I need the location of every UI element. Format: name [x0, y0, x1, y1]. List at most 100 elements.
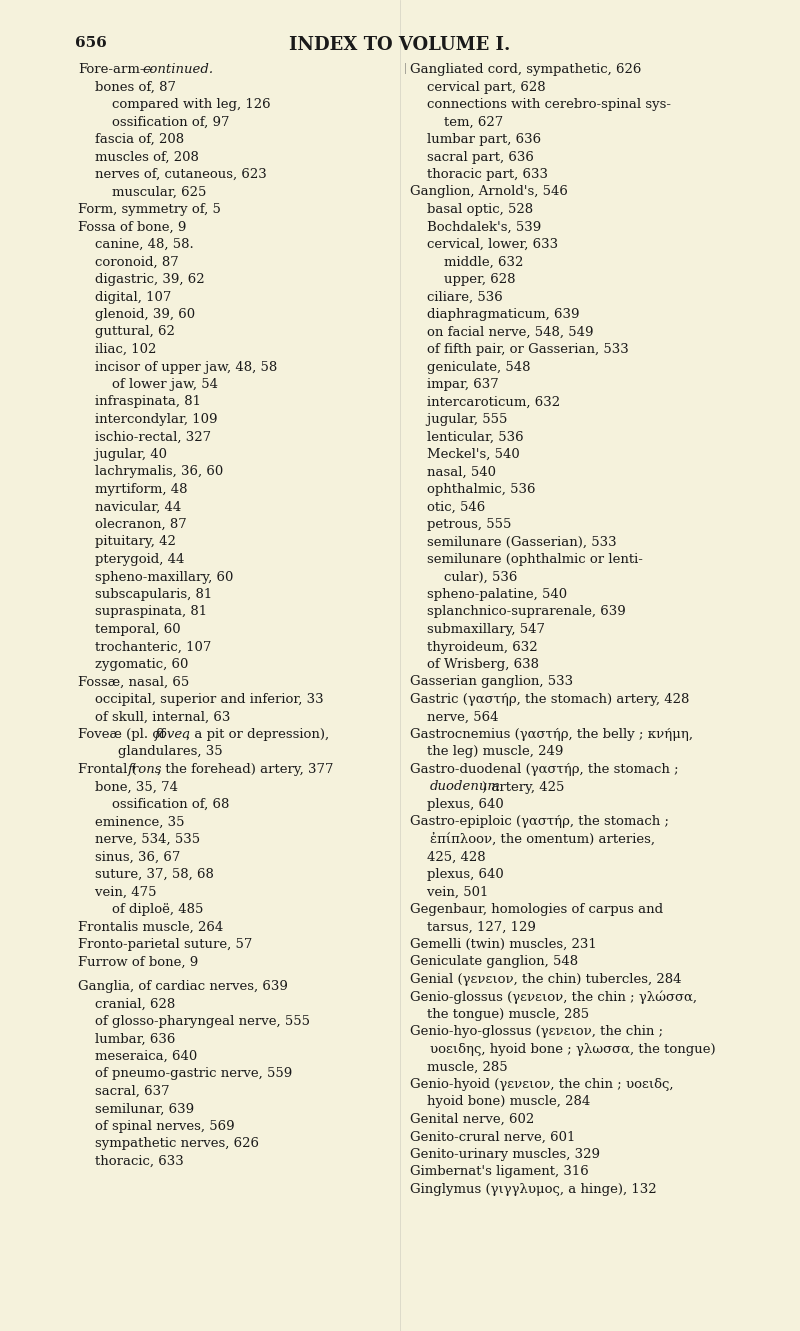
Text: connections with cerebro-spinal sys-: connections with cerebro-spinal sys- — [410, 98, 671, 110]
Text: nerve, 534, 535: nerve, 534, 535 — [78, 833, 200, 847]
Text: iliac, 102: iliac, 102 — [78, 343, 156, 355]
Text: Fossa of bone, 9: Fossa of bone, 9 — [78, 221, 186, 233]
Text: olecranon, 87: olecranon, 87 — [78, 518, 186, 531]
Text: Form, symmetry of, 5: Form, symmetry of, 5 — [78, 204, 221, 216]
Text: ) artery, 425: ) artery, 425 — [482, 780, 564, 793]
Text: fascia of, 208: fascia of, 208 — [78, 133, 184, 146]
Text: plexus, 640: plexus, 640 — [410, 799, 504, 811]
Text: muscular, 625: muscular, 625 — [78, 185, 206, 198]
Text: sympathetic nerves, 626: sympathetic nerves, 626 — [78, 1138, 259, 1150]
Text: Gegenbaur, homologies of carpus and: Gegenbaur, homologies of carpus and — [410, 902, 663, 916]
Text: Fossæ, nasal, 65: Fossæ, nasal, 65 — [78, 676, 190, 688]
Text: Meckel's, 540: Meckel's, 540 — [410, 449, 520, 461]
Text: bones of, 87: bones of, 87 — [78, 80, 176, 93]
Text: myrtiform, 48: myrtiform, 48 — [78, 483, 187, 496]
Text: Ganglion, Arnold's, 546: Ganglion, Arnold's, 546 — [410, 185, 568, 198]
Text: suture, 37, 58, 68: suture, 37, 58, 68 — [78, 868, 214, 881]
Text: muscles of, 208: muscles of, 208 — [78, 150, 199, 164]
Text: nerves of, cutaneous, 623: nerves of, cutaneous, 623 — [78, 168, 266, 181]
Text: Genito-urinary muscles, 329: Genito-urinary muscles, 329 — [410, 1149, 600, 1161]
Text: infraspinata, 81: infraspinata, 81 — [78, 395, 201, 409]
Text: diaphragmaticum, 639: diaphragmaticum, 639 — [410, 307, 579, 321]
Text: upper, 628: upper, 628 — [410, 273, 515, 286]
Text: of glosso-pharyngeal nerve, 555: of glosso-pharyngeal nerve, 555 — [78, 1016, 310, 1028]
Text: tem, 627: tem, 627 — [410, 116, 503, 129]
Text: ossification of, 68: ossification of, 68 — [78, 799, 230, 811]
Text: of diploë, 485: of diploë, 485 — [78, 902, 203, 916]
Text: cranial, 628: cranial, 628 — [78, 997, 175, 1010]
Text: Gastro-duodenal (γαστήρ, the stomach ;: Gastro-duodenal (γαστήρ, the stomach ; — [410, 763, 678, 776]
Text: continued.: continued. — [142, 63, 213, 76]
Text: Fronto-parietal suture, 57: Fronto-parietal suture, 57 — [78, 938, 252, 952]
Text: jugular, 40: jugular, 40 — [78, 449, 167, 461]
Text: cervical, lower, 633: cervical, lower, 633 — [410, 238, 558, 252]
Text: Frontalis muscle, 264: Frontalis muscle, 264 — [78, 921, 223, 933]
Text: coronoid, 87: coronoid, 87 — [78, 256, 178, 269]
Text: on facial nerve, 548, 549: on facial nerve, 548, 549 — [410, 326, 594, 338]
Text: sacral part, 636: sacral part, 636 — [410, 150, 534, 164]
Text: eminence, 35: eminence, 35 — [78, 816, 185, 828]
Text: ciliare, 536: ciliare, 536 — [410, 290, 502, 303]
Text: Genio-hyo-glossus (γενειον, the chin ;: Genio-hyo-glossus (γενειον, the chin ; — [410, 1025, 663, 1038]
Text: jugular, 555: jugular, 555 — [410, 413, 507, 426]
Text: lachrymalis, 36, 60: lachrymalis, 36, 60 — [78, 466, 223, 479]
Text: incisor of upper jaw, 48, 58: incisor of upper jaw, 48, 58 — [78, 361, 278, 374]
Text: Genital nerve, 602: Genital nerve, 602 — [410, 1113, 534, 1126]
Text: thyroideum, 632: thyroideum, 632 — [410, 640, 538, 654]
Text: basal optic, 528: basal optic, 528 — [410, 204, 533, 216]
Text: Geniculate ganglion, 548: Geniculate ganglion, 548 — [410, 956, 578, 969]
Text: spheno-maxillary, 60: spheno-maxillary, 60 — [78, 571, 234, 583]
Text: INDEX TO VOLUME I.: INDEX TO VOLUME I. — [290, 36, 510, 55]
Text: occipital, superior and inferior, 33: occipital, superior and inferior, 33 — [78, 693, 324, 705]
Text: meseraica, 640: meseraica, 640 — [78, 1050, 198, 1063]
Text: intercondylar, 109: intercondylar, 109 — [78, 413, 218, 426]
Text: nerve, 564: nerve, 564 — [410, 711, 498, 724]
Text: pituitary, 42: pituitary, 42 — [78, 535, 176, 548]
Text: of fifth pair, or Gasserian, 533: of fifth pair, or Gasserian, 533 — [410, 343, 629, 355]
Text: lenticular, 536: lenticular, 536 — [410, 430, 524, 443]
Text: temporal, 60: temporal, 60 — [78, 623, 181, 636]
Text: tarsus, 127, 129: tarsus, 127, 129 — [410, 921, 536, 933]
Text: of spinal nerves, 569: of spinal nerves, 569 — [78, 1119, 234, 1133]
Text: vein, 501: vein, 501 — [410, 885, 488, 898]
Text: ossification of, 97: ossification of, 97 — [78, 116, 230, 129]
Text: glandulares, 35: glandulares, 35 — [118, 745, 222, 759]
Text: Genito-crural nerve, 601: Genito-crural nerve, 601 — [410, 1130, 575, 1143]
Text: compared with leg, 126: compared with leg, 126 — [78, 98, 270, 110]
Text: semilunare (Gasserian), 533: semilunare (Gasserian), 533 — [410, 535, 617, 548]
Text: sinus, 36, 67: sinus, 36, 67 — [78, 851, 180, 864]
Text: petrous, 555: petrous, 555 — [410, 518, 511, 531]
Text: Ginglymus (γιγγλυμος, a hinge), 132: Ginglymus (γιγγλυμος, a hinge), 132 — [410, 1183, 657, 1197]
Text: semilunare (ophthalmic or lenti-: semilunare (ophthalmic or lenti- — [410, 552, 643, 566]
Text: Gastric (γαστήρ, the stomach) artery, 428: Gastric (γαστήρ, the stomach) artery, 42… — [410, 693, 690, 705]
Text: of skull, internal, 63: of skull, internal, 63 — [78, 711, 230, 724]
Text: ἐπίπλοον, the omentum) arteries,: ἐπίπλοον, the omentum) arteries, — [430, 833, 655, 847]
Text: Fore-arm—: Fore-arm— — [78, 63, 153, 76]
Text: bone, 35, 74: bone, 35, 74 — [78, 780, 178, 793]
Text: thoracic part, 633: thoracic part, 633 — [410, 168, 548, 181]
Text: duodenum: duodenum — [430, 780, 501, 793]
Text: submaxillary, 547: submaxillary, 547 — [410, 623, 545, 636]
Text: the leg) muscle, 249: the leg) muscle, 249 — [410, 745, 563, 759]
Text: cervical part, 628: cervical part, 628 — [410, 80, 546, 93]
Text: Genio-hyoid (γενειον, the chin ; υοειδς,: Genio-hyoid (γενειον, the chin ; υοειδς, — [410, 1078, 674, 1091]
Text: nasal, 540: nasal, 540 — [410, 466, 496, 479]
Text: , a pit or depression),: , a pit or depression), — [186, 728, 329, 741]
Text: Furrow of bone, 9: Furrow of bone, 9 — [78, 956, 198, 969]
Text: lumbar part, 636: lumbar part, 636 — [410, 133, 541, 146]
Text: glenoid, 39, 60: glenoid, 39, 60 — [78, 307, 195, 321]
Text: 425, 428: 425, 428 — [410, 851, 486, 864]
Text: impar, 637: impar, 637 — [410, 378, 498, 391]
Text: supraspinata, 81: supraspinata, 81 — [78, 606, 207, 619]
Text: spheno-palatine, 540: spheno-palatine, 540 — [410, 588, 567, 602]
Text: υοειδης, hyoid bone ; γλωσσα, the tongue): υοειδης, hyoid bone ; γλωσσα, the tongue… — [430, 1044, 716, 1055]
Text: Gasserian ganglion, 533: Gasserian ganglion, 533 — [410, 676, 573, 688]
Text: Frontal (: Frontal ( — [78, 763, 137, 776]
Text: zygomatic, 60: zygomatic, 60 — [78, 658, 188, 671]
Text: subscapularis, 81: subscapularis, 81 — [78, 588, 212, 602]
Text: vein, 475: vein, 475 — [78, 885, 157, 898]
Text: Gangliated cord, sympathetic, 626: Gangliated cord, sympathetic, 626 — [410, 63, 642, 76]
Text: Gastro-epiploic (γαστήρ, the stomach ;: Gastro-epiploic (γαστήρ, the stomach ; — [410, 816, 669, 828]
Text: Bochdalek's, 539: Bochdalek's, 539 — [410, 221, 542, 233]
Text: Genial (γενειον, the chin) tubercles, 284: Genial (γενειον, the chin) tubercles, 28… — [410, 973, 682, 986]
